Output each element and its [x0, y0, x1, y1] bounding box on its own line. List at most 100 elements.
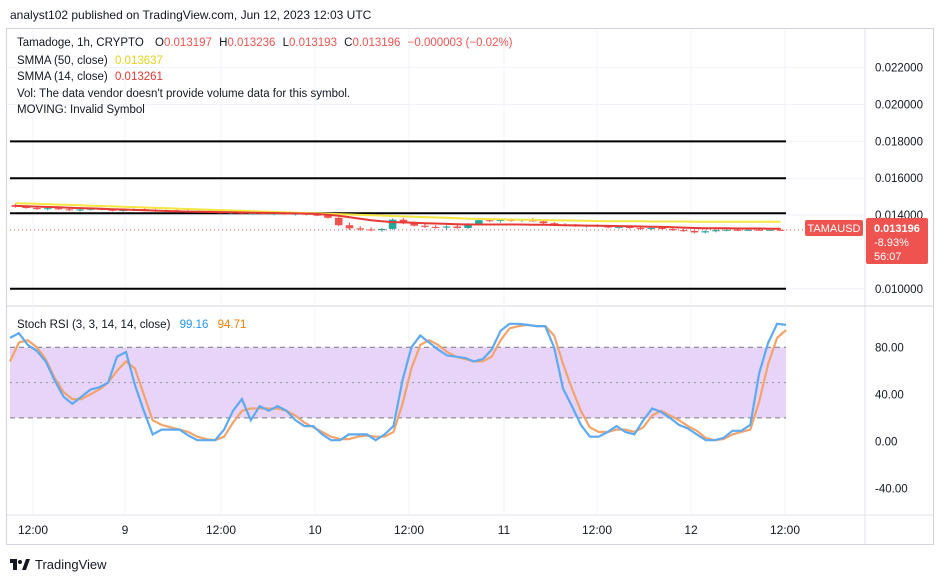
- candle-body: [421, 225, 429, 227]
- candle-body: [701, 231, 709, 233]
- candle: [679, 228, 688, 232]
- time-tick-label: 11: [498, 523, 511, 537]
- legend-l-label: L: [283, 37, 290, 49]
- bar-countdown: 56:07: [874, 251, 902, 263]
- candle-body: [755, 229, 763, 231]
- time-tick-label: 12:00: [206, 523, 236, 537]
- stoch-rsi-pane: [9, 322, 787, 442]
- candle-body: [22, 206, 30, 209]
- main-legend: Tamadoge, 1h, CRYPTO O0.013197 H0.013236…: [17, 37, 513, 116]
- candle: [378, 227, 386, 232]
- rsi-tick-label: -40.00: [875, 483, 908, 495]
- candle: [647, 227, 656, 231]
- candle-body: [324, 215, 332, 218]
- candles: [11, 203, 785, 234]
- candle-body: [442, 226, 451, 228]
- candle-body: [356, 228, 365, 230]
- legend-o-value: 0.013197: [164, 37, 212, 49]
- candle: [776, 229, 785, 231]
- time-tick-label: 12:00: [394, 523, 424, 537]
- candle-body: [669, 229, 677, 231]
- smma50-value: 0.013637: [115, 55, 163, 67]
- candle-body: [658, 227, 666, 230]
- legend-c-value: 0.013196: [352, 37, 400, 49]
- candle-body: [334, 217, 343, 226]
- candle-body: [431, 226, 440, 228]
- smma14-value: 0.013261: [115, 71, 163, 83]
- tradingview-logo-icon: [10, 559, 30, 570]
- candle: [345, 222, 354, 230]
- smma50-label: SMMA (50, close): [17, 55, 108, 67]
- candle-body: [33, 208, 41, 210]
- candle-body: [496, 219, 505, 221]
- legend-l-value: 0.013193: [289, 37, 337, 49]
- legend-line-smma50: SMMA (50, close) 0.013637: [17, 55, 163, 67]
- stoch-rsi-k-line: [9, 322, 787, 442]
- time-tick-label: 10: [308, 523, 322, 537]
- candle-body: [539, 221, 548, 224]
- candle-body: [766, 229, 774, 231]
- candle-body: [636, 227, 645, 229]
- time-axis-ticks: 12:00 9 12:00 10 12:00 11 12:00 12 12:00: [18, 523, 800, 537]
- footer: TradingView: [10, 554, 107, 574]
- legend-moving-note: MOVING: Invalid Symbol: [17, 104, 145, 116]
- candle-body: [345, 225, 354, 229]
- candle: [701, 230, 709, 234]
- rsi-d-value: 94.71: [218, 319, 247, 331]
- candle-body: [625, 226, 634, 228]
- candle-body: [453, 226, 462, 228]
- rsi-label: Stoch RSI (3, 3, 14, 14, close): [17, 319, 171, 331]
- last-price-value: 0.013196: [874, 223, 920, 235]
- candle-body: [313, 214, 321, 216]
- smma14-label: SMMA (14, close): [17, 71, 108, 83]
- ticker-tag-bg: [805, 220, 863, 236]
- candle-body: [65, 209, 74, 211]
- candle: [442, 225, 451, 230]
- legend-symbol: Tamadoge, 1h, CRYPTO: [17, 37, 144, 49]
- rsi-legend: Stoch RSI (3, 3, 14, 14, close) 99.16 94…: [17, 319, 246, 331]
- grid: [7, 30, 864, 514]
- price-tick-label: 0.016000: [875, 173, 923, 185]
- legend-line-ohlc: Tamadoge, 1h, CRYPTO O0.013197 H0.013236…: [17, 37, 513, 49]
- candle-body: [604, 226, 612, 228]
- candle-body: [43, 208, 52, 210]
- rsi-tick-label: 40.00: [875, 389, 904, 401]
- candle: [367, 227, 375, 232]
- stoch-rsi-d-line: [9, 323, 787, 442]
- candle: [334, 216, 343, 227]
- candle: [43, 207, 52, 211]
- candle: [744, 229, 753, 231]
- chart-frame: [6, 28, 934, 545]
- candle-body: [615, 226, 623, 228]
- candle-body: [410, 223, 418, 226]
- legend-h-value: 0.013236: [227, 37, 275, 49]
- candle-body: [464, 224, 472, 228]
- candle-body: [108, 209, 117, 211]
- candle: [11, 203, 20, 208]
- last-price-change: -8.93%: [874, 237, 909, 249]
- time-tick-label: 12:00: [582, 523, 612, 537]
- candle-body: [11, 204, 20, 207]
- legend-change: −0.000003 (−0.02%): [408, 37, 513, 49]
- horizontal-levels[interactable]: [10, 140, 786, 290]
- price-tick-label: 0.022000: [875, 63, 923, 75]
- time-tick-label: 9: [122, 523, 129, 537]
- legend-o-label: O: [155, 37, 164, 49]
- legend-c-label: C: [344, 37, 352, 49]
- legend-line-smma14: SMMA (14, close) 0.013261: [17, 71, 163, 83]
- time-tick-label: 12:00: [770, 523, 800, 537]
- candle: [669, 227, 677, 231]
- smma14-line: [15, 204, 781, 230]
- candle-body: [54, 208, 63, 210]
- candle-body: [485, 220, 494, 222]
- candle: [453, 224, 462, 229]
- candle: [690, 229, 699, 234]
- rsi-k-value: 99.16: [180, 319, 209, 331]
- candle-body: [475, 220, 483, 225]
- time-tick-label: 12:00: [18, 523, 48, 537]
- ticker-tag: TAMAUSD: [808, 223, 861, 235]
- time-tick-label: 12: [684, 523, 698, 537]
- legend-h-label: H: [219, 37, 227, 49]
- candle-body: [76, 209, 84, 211]
